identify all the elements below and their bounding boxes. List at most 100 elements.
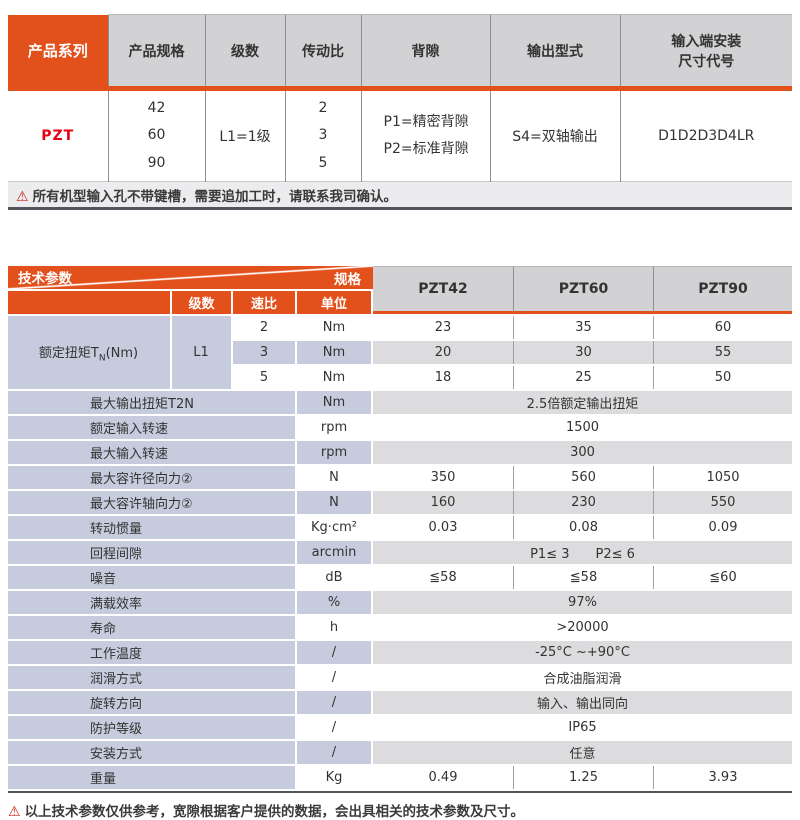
param-unit: / — [297, 716, 373, 739]
torque-row-ratio-3: 3 Nm 20 30 55 — [8, 341, 792, 364]
input-code-value: D1D2D3D4LR — [619, 88, 792, 182]
backlash-values: P1=精密背隙 P2=标准背隙 — [360, 88, 490, 182]
param-value-pzt90: 1050 — [653, 466, 792, 489]
param-span-value: 合成油脂润滑 — [373, 666, 792, 689]
series-note-row: ⚠ 所有机型输入孔不带键槽，需要追加工时，请联系我司确认。 — [8, 181, 792, 210]
param-unit: rpm — [297, 441, 373, 464]
param-value-pzt42: 0.49 — [373, 766, 513, 789]
param-label: 最大容许轴向力② — [8, 491, 297, 514]
param-span-value: >20000 — [373, 616, 792, 639]
model-header-pzt90: PZT90 — [653, 266, 792, 314]
param-label: 防护等级 — [8, 716, 297, 739]
warning-icon: ⚠ — [16, 188, 29, 205]
param-unit: h — [297, 616, 373, 639]
series-header-cell: 产品系列 — [8, 14, 108, 91]
param-unit: Kg·cm² — [297, 516, 373, 539]
param-row-operating-temperature: 工作温度 / -25°C ~+90°C — [8, 641, 792, 664]
param-unit: % — [297, 591, 373, 614]
param-label: 重量 — [8, 766, 297, 789]
params-header-spacer — [8, 291, 172, 314]
param-unit: N — [297, 491, 373, 514]
param-row-weight: 重量 Kg 0.49 1.25 3.93 — [8, 766, 792, 789]
torque-value-pzt90: 50 — [653, 366, 792, 389]
series-note-cell: ⚠ 所有机型输入孔不带键槽，需要追加工时，请联系我司确认。 — [8, 181, 792, 210]
stages-header-cell: 级数 — [204, 14, 285, 91]
param-row-backlash: 回程间隙 arcmin P1≤ 3 P2≤ 6 — [8, 541, 792, 564]
stages-subheader: 级数 — [172, 291, 233, 314]
torque-value-pzt42: 18 — [373, 366, 513, 389]
backlash-p2: P2=标准背隙 — [383, 141, 469, 157]
param-value-pzt90: ≦60 — [653, 566, 792, 589]
torque-value-pzt90: 55 — [653, 341, 792, 364]
model-header-pzt42: PZT42 — [373, 266, 513, 314]
param-span-value: IP65 — [373, 716, 792, 739]
warning-icon: ⚠ — [8, 804, 21, 820]
ratio-values: 2 3 5 — [284, 88, 361, 182]
param-label: 最大输入转速 — [8, 441, 297, 464]
input-code-header-line1: 输入端安装 — [671, 33, 742, 50]
param-label: 回程间隙 — [8, 541, 297, 564]
param-span-value: 1500 — [373, 416, 792, 439]
param-value-pzt42: 0.03 — [373, 516, 513, 539]
param-value-pzt60: 560 — [513, 466, 653, 489]
param-value-pzt60: 0.08 — [513, 516, 653, 539]
param-value-pzt90: 0.09 — [653, 516, 792, 539]
rated-torque-label: 额定扭矩TN(Nm) — [8, 316, 172, 389]
param-value-pzt42: 350 — [373, 466, 513, 489]
param-span-value: -25°C ~+90°C — [373, 641, 792, 664]
ratio-value: 5 — [318, 154, 328, 171]
ratio-value: 3 — [318, 127, 328, 144]
param-span-value: P1≤ 3 P2≤ 6 — [373, 541, 792, 564]
backlash-p1: P1=精密背隙 — [383, 114, 469, 131]
torque-unit: Nm — [297, 341, 373, 364]
param-unit: / — [297, 641, 373, 664]
param-row-max-axial-force: 最大容许轴向力② N 160 230 550 — [8, 491, 792, 514]
param-unit: Kg — [297, 766, 373, 789]
param-span-value: 97% — [373, 591, 792, 614]
param-row-max-radial-force: 最大容许径向力② N 350 560 1050 — [8, 466, 792, 489]
series-header-row: 产品系列 产品规格 级数 传动比 背隙 输出型式 输入端安装 尺寸代号 — [8, 14, 792, 91]
product-series-table: 产品系列 产品规格 级数 传动比 背隙 输出型式 输入端安装 尺寸代号 PZT … — [8, 14, 792, 210]
torque-value-pzt42: 20 — [373, 341, 513, 364]
params-header-left: 技术参数 — [18, 271, 72, 287]
param-span-value: 2.5倍额定输出扭矩 — [373, 391, 792, 414]
param-label: 寿命 — [8, 616, 297, 639]
rated-torque-label-main: 额定扭矩T — [38, 345, 99, 361]
stages-value: L1=1级 — [204, 88, 285, 182]
param-row-max-input-speed: 最大输入转速 rpm 300 — [8, 441, 792, 464]
spec-value: 90 — [147, 154, 166, 171]
params-header-row-1: 技术参数 规格 PZT42 PZT60 PZT90 — [8, 266, 792, 314]
torque-value-pzt42: 23 — [373, 316, 513, 339]
params-footnote: ⚠ 以上技术参数仅供参考，宽隙根据客户提供的数据，会出具相关的技术参数及尺寸。 — [8, 800, 792, 820]
param-row-rated-input-speed: 额定输入转速 rpm 1500 — [8, 416, 792, 439]
torque-value-pzt60: 35 — [513, 316, 653, 339]
model-header-pzt60: PZT60 — [513, 266, 653, 314]
param-unit: Nm — [297, 391, 373, 414]
diagonal-header-cell: 技术参数 规格 — [8, 266, 373, 289]
ratio-value: 2 — [318, 100, 328, 117]
param-label: 噪音 — [8, 566, 297, 589]
spec-header-cell: 产品规格 — [107, 14, 205, 91]
backlash-header-cell: 背隙 — [360, 14, 490, 91]
param-label: 转动惯量 — [8, 516, 297, 539]
param-span-value: 任意 — [373, 741, 792, 764]
torque-stages-cell: L1 — [172, 316, 233, 389]
rated-torque-label-tail: (Nm) — [105, 345, 139, 361]
torque-ratio: 5 — [233, 366, 297, 389]
params-header-row-2: 级数 速比 单位 — [8, 291, 792, 314]
torque-unit: Nm — [297, 366, 373, 389]
param-row-service-life: 寿命 h >20000 — [8, 616, 792, 639]
output-type-header-cell: 输出型式 — [489, 14, 620, 91]
rated-torque-label-sub: N — [98, 353, 106, 364]
torque-ratio: 2 — [233, 316, 297, 339]
torque-unit: Nm — [297, 316, 373, 339]
param-label: 工作温度 — [8, 641, 297, 664]
param-row-rotation-direction: 旋转方向 / 输入、输出同向 — [8, 691, 792, 714]
param-unit: rpm — [297, 416, 373, 439]
param-row-full-load-efficiency: 满载效率 % 97% — [8, 591, 792, 614]
input-code-header-line2: 尺寸代号 — [678, 53, 735, 70]
param-label: 润滑方式 — [8, 666, 297, 689]
param-row-moment-of-inertia: 转动惯量 Kg·cm² 0.03 0.08 0.09 — [8, 516, 792, 539]
param-value-pzt60: 1.25 — [513, 766, 653, 789]
param-unit: N — [297, 466, 373, 489]
